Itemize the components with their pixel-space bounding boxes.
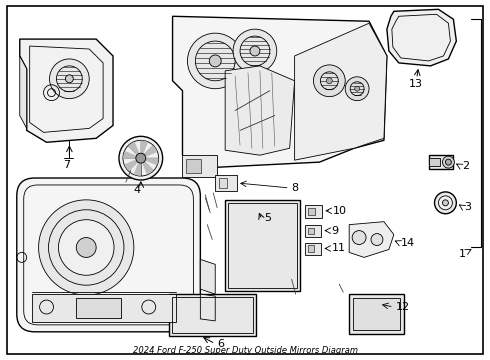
Bar	[429, 155, 453, 169]
Polygon shape	[20, 56, 26, 129]
Text: 1: 1	[458, 249, 466, 260]
Polygon shape	[200, 260, 215, 294]
Circle shape	[65, 75, 74, 83]
Text: 14: 14	[401, 238, 415, 248]
Bar	[225, 200, 299, 291]
Bar	[308, 228, 315, 234]
Circle shape	[355, 86, 360, 91]
Polygon shape	[20, 39, 113, 142]
Circle shape	[442, 200, 448, 206]
Text: 9: 9	[331, 226, 339, 235]
Polygon shape	[141, 158, 158, 165]
Bar	[353, 298, 400, 330]
Circle shape	[435, 192, 456, 214]
Polygon shape	[125, 158, 141, 170]
Circle shape	[76, 238, 96, 257]
Polygon shape	[129, 143, 141, 158]
Circle shape	[345, 77, 369, 100]
Circle shape	[119, 136, 163, 180]
Text: 10: 10	[333, 206, 347, 216]
Circle shape	[445, 159, 451, 165]
Polygon shape	[141, 141, 147, 158]
Text: 12: 12	[396, 302, 410, 312]
Circle shape	[352, 231, 366, 244]
Bar	[305, 225, 321, 237]
Polygon shape	[387, 9, 456, 66]
Text: 8: 8	[292, 183, 299, 193]
Bar	[172, 297, 253, 333]
Bar	[215, 175, 237, 191]
Text: 7: 7	[63, 160, 71, 170]
Bar	[219, 178, 227, 188]
Text: 4: 4	[134, 185, 141, 195]
Circle shape	[58, 220, 114, 275]
Bar	[349, 294, 404, 334]
Circle shape	[233, 29, 277, 73]
Text: 3: 3	[465, 202, 471, 212]
Circle shape	[49, 59, 89, 99]
Bar	[187, 159, 201, 173]
Bar	[32, 294, 175, 322]
Circle shape	[371, 234, 383, 246]
Bar	[305, 205, 322, 218]
Polygon shape	[225, 66, 294, 155]
Text: 6: 6	[217, 339, 224, 349]
Polygon shape	[349, 222, 394, 257]
Polygon shape	[172, 16, 387, 168]
Text: 5: 5	[264, 213, 271, 223]
Polygon shape	[200, 294, 215, 321]
Text: 13: 13	[409, 79, 423, 89]
Bar	[308, 246, 315, 252]
Text: 11: 11	[331, 243, 345, 253]
Circle shape	[39, 200, 134, 295]
Text: 2024 Ford F-250 Super Duty Outside Mirrors Diagram: 2024 Ford F-250 Super Duty Outside Mirro…	[132, 346, 358, 355]
Bar	[182, 155, 217, 177]
Bar	[429, 158, 441, 166]
Circle shape	[209, 55, 221, 67]
Circle shape	[250, 46, 260, 56]
Polygon shape	[124, 152, 141, 158]
Polygon shape	[294, 23, 387, 160]
FancyBboxPatch shape	[17, 178, 200, 332]
Bar	[169, 294, 256, 336]
Bar	[308, 208, 316, 215]
Polygon shape	[141, 146, 156, 158]
Polygon shape	[134, 158, 141, 175]
Circle shape	[326, 78, 332, 84]
Bar	[305, 243, 321, 255]
Circle shape	[136, 153, 146, 163]
Circle shape	[314, 65, 345, 96]
Text: 2: 2	[462, 161, 469, 171]
Polygon shape	[141, 158, 153, 174]
Bar	[76, 298, 121, 318]
Bar	[228, 203, 296, 288]
Circle shape	[439, 196, 452, 210]
Circle shape	[188, 33, 243, 89]
Circle shape	[442, 156, 454, 168]
